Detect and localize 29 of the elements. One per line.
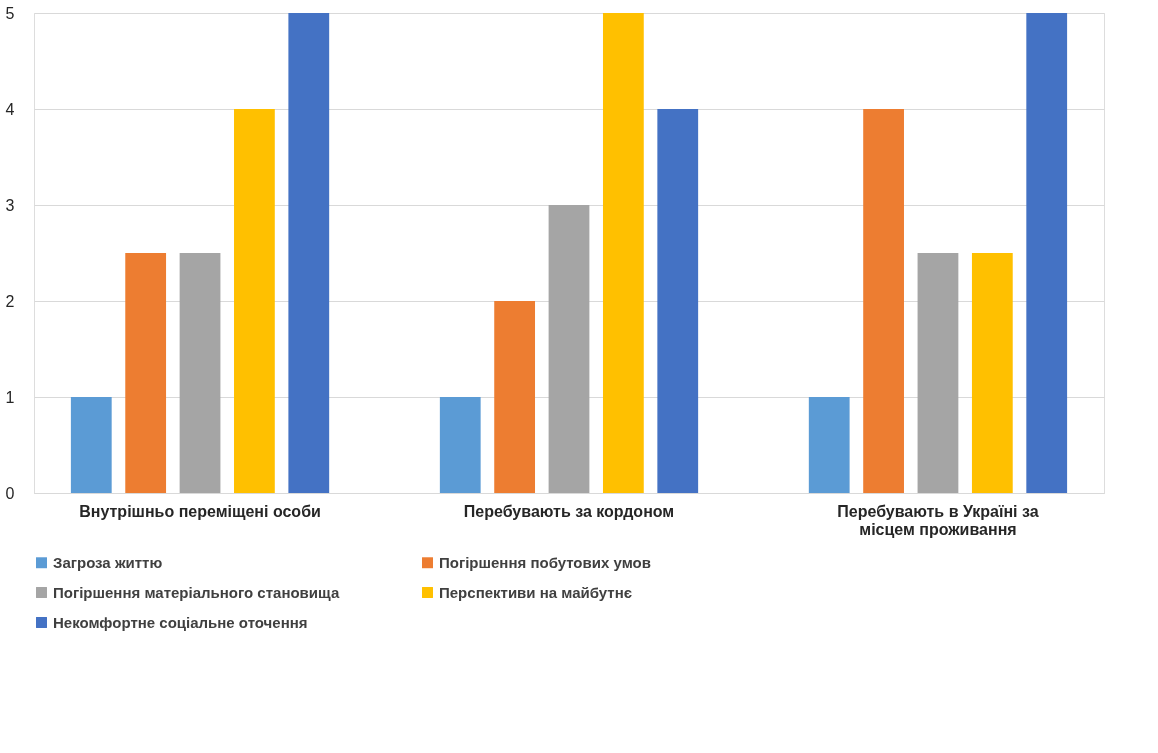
bar — [179, 253, 221, 493]
bar — [863, 109, 904, 493]
bar — [971, 253, 1013, 493]
legend-label: Некомфортне соціальне оточення — [53, 613, 308, 631]
y-tick-label: 4 — [5, 100, 15, 118]
bar — [548, 205, 590, 493]
bar — [1026, 13, 1068, 493]
x-tick-label: Перебувають в Україні за місцем проживання — [837, 502, 1039, 538]
bar — [439, 397, 481, 493]
y-tick-label: 1 — [5, 388, 15, 406]
legend-label: Загроза життю — [53, 553, 163, 571]
legend-label: Погіршення побутових умов — [439, 553, 651, 571]
bar — [917, 253, 959, 493]
y-tick-label: 5 — [5, 4, 15, 22]
y-tick-label: 2 — [5, 292, 15, 310]
x-tick-label: Перебувають за кордоном — [463, 502, 675, 520]
y-tick-label: 3 — [5, 196, 15, 214]
bar — [602, 13, 644, 493]
legend-label: Перспективи на майбутнє — [439, 583, 633, 601]
bar — [494, 301, 536, 493]
bar — [657, 109, 699, 493]
y-tick-label: 0 — [5, 484, 15, 502]
bar — [125, 253, 167, 493]
legend-label: Погіршення матеріального становища — [53, 583, 340, 601]
bar — [288, 13, 330, 493]
bar — [234, 109, 275, 493]
bar — [70, 397, 112, 493]
x-tick-label: Внутрішньо переміщені особи — [79, 502, 321, 520]
bar — [808, 397, 850, 493]
